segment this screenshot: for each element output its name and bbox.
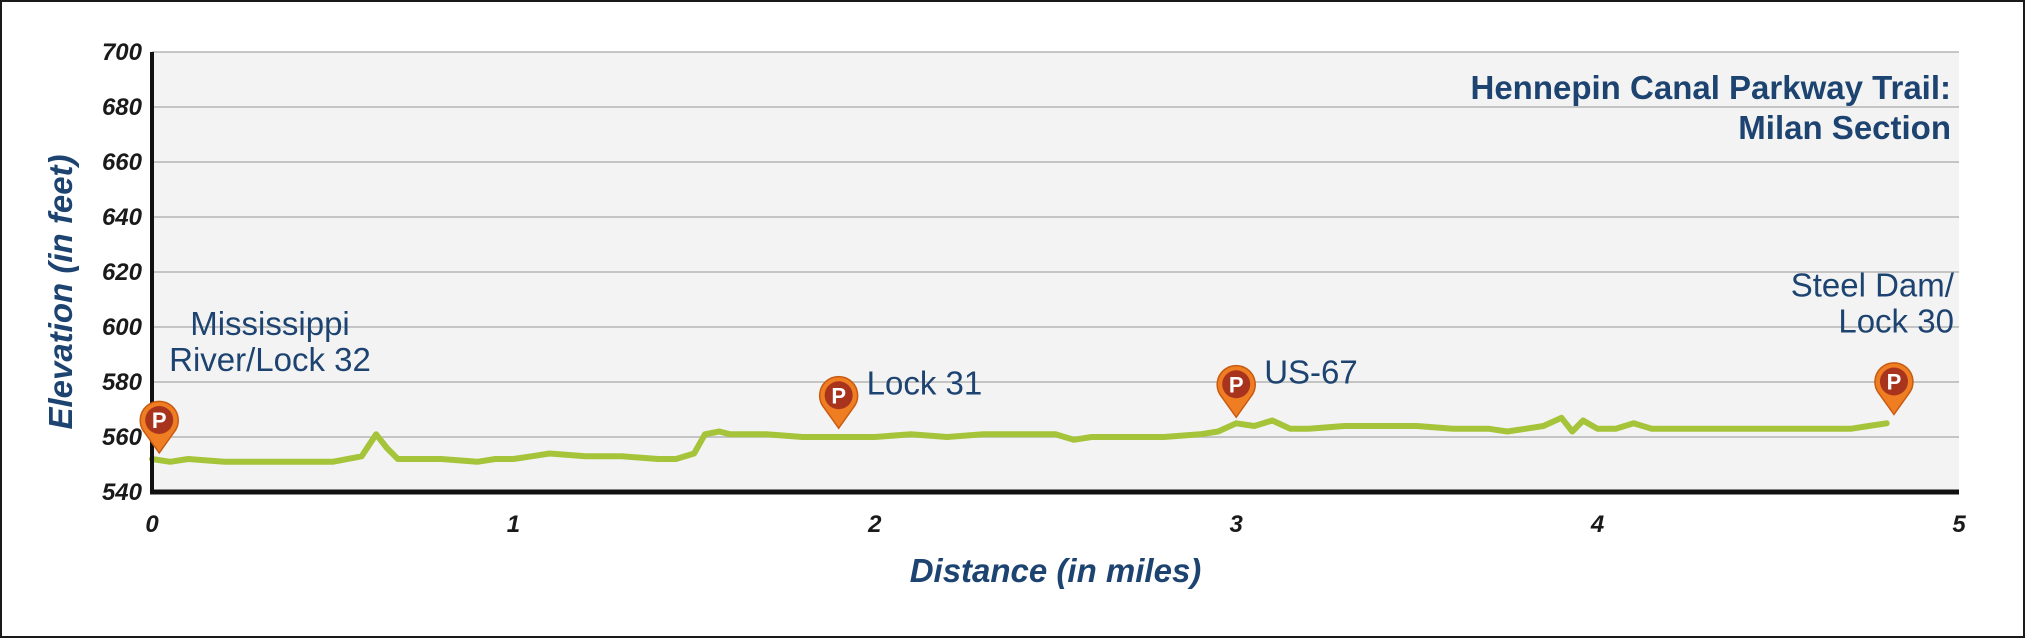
pin-center — [1879, 367, 1908, 396]
x-tick-label: 3 — [1230, 511, 1244, 538]
place-label: Steel Dam/Lock 30 — [1791, 267, 1955, 340]
pin-letter: P — [1887, 370, 1902, 395]
x-tick-label: 2 — [867, 511, 882, 538]
place-label-line: Lock 30 — [1838, 303, 1954, 340]
pin-letter: P — [831, 383, 846, 408]
y-axis-label: Elevation (in feet) — [42, 154, 79, 429]
x-tick-label: 1 — [507, 511, 520, 538]
place-label-line: Lock 31 — [867, 364, 983, 401]
x-tick-label: 5 — [1952, 511, 1966, 538]
place-label-line: Mississippi — [190, 305, 350, 342]
place-label-line: River/Lock 32 — [169, 341, 371, 378]
y-tick-label: 680 — [102, 94, 143, 121]
y-tick-label: 660 — [102, 149, 143, 176]
y-tick-label: 580 — [102, 369, 143, 396]
pin-letter: P — [152, 408, 167, 433]
y-tick-label: 560 — [102, 424, 143, 451]
place-label-line: Steel Dam/ — [1791, 267, 1955, 304]
x-tick-label: 0 — [145, 511, 159, 538]
parking-marker: P — [1216, 364, 1256, 419]
y-tick-label: 620 — [102, 259, 143, 286]
parking-marker: P — [139, 400, 179, 455]
elevation-line — [149, 414, 1890, 465]
pin-center — [1222, 370, 1251, 399]
place-label: US-67 — [1264, 353, 1358, 390]
pin-center — [145, 406, 174, 434]
title-line: Hennepin Canal Parkway Trail: — [1471, 69, 1952, 106]
title-line: Milan Section — [1738, 109, 1951, 146]
parking-marker: P — [818, 375, 859, 430]
y-tick-label: 640 — [102, 204, 143, 231]
chart-title: Hennepin Canal Parkway Trail:Milan Secti… — [1471, 69, 1952, 146]
y-tick-labels: 540 560 580 600 620 640 660 680 700 — [102, 39, 143, 506]
x-tick-label: 4 — [1590, 511, 1604, 538]
x-tick-labels: 0 1 2 3 4 5 — [145, 511, 1966, 538]
pin-letter: P — [1229, 372, 1244, 397]
y-tick-label: 540 — [102, 479, 143, 506]
gridlines — [152, 51, 1959, 438]
y-tick-label: 700 — [102, 39, 143, 66]
place-label: Lock 31 — [867, 364, 983, 401]
parking-marker: P — [1874, 362, 1914, 416]
x-axis-label: Distance (in miles) — [910, 552, 1202, 589]
y-tick-label: 600 — [102, 314, 143, 341]
place-label-line: US-67 — [1264, 353, 1358, 390]
pin-center — [824, 381, 853, 410]
